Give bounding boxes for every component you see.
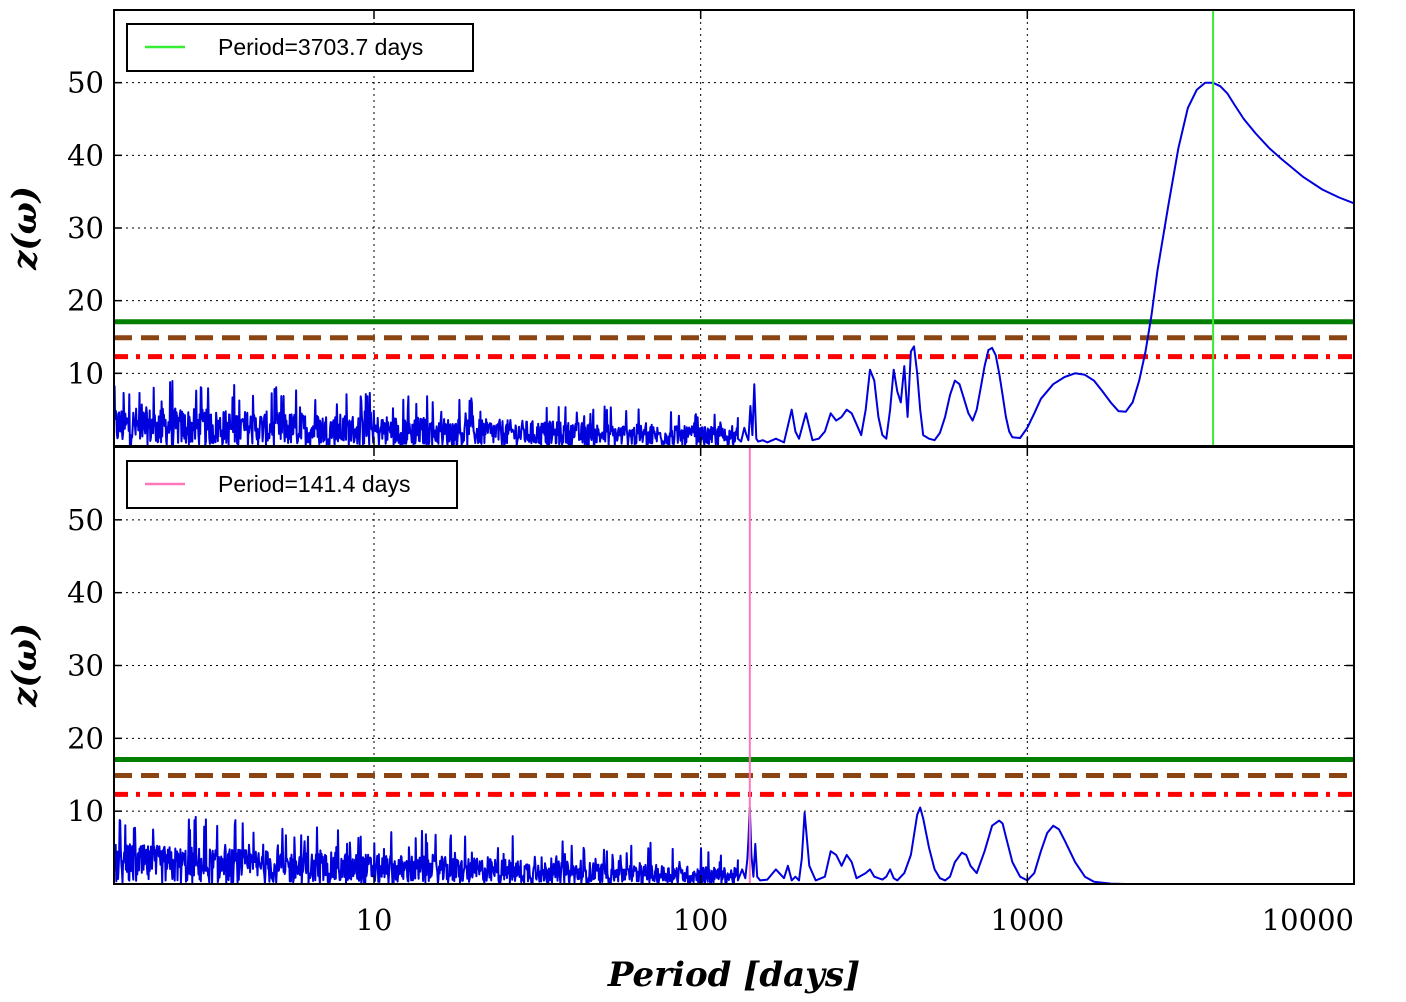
x-tick-label: 10 [356,903,393,937]
y-tick-label: 50 [67,503,104,537]
y-tick-label: 30 [67,649,104,683]
periodogram-line [113,81,1355,447]
y-tick-label: 10 [67,794,104,828]
top-legend-label: Period=3703.7 days [218,34,423,60]
y-tick-label: 10 [67,356,104,390]
periodogram-line [113,806,1354,885]
y-tick-label: 30 [67,211,104,245]
bottom-legend: Period=141.4 days [126,460,458,509]
x-tick-label: 10000 [1262,903,1354,937]
bottom-thresholds [114,756,1354,797]
top-series [113,81,1355,447]
y-tick-label: 20 [67,721,104,755]
top-y-axis-label: z(ω) [5,186,45,271]
bottom-grid [114,447,1354,884]
top-panel: 10 20 30 40 50 Period=3703.7 days z(ω) [5,9,1355,447]
bottom-series [113,806,1354,885]
bottom-panel: 10 20 30 40 50 10 100 1000 10000 Period=141.4 d… [5,446,1355,995]
x-tick-label: 100 [673,903,728,937]
top-y-ticks: 10 20 30 40 50 [67,10,1354,446]
bottom-y-axis-label: z(ω) [5,623,45,708]
bottom-legend-label: Period=141.4 days [218,471,410,497]
bottom-y-ticks: 10 20 30 40 50 [67,447,1354,884]
y-tick-label: 20 [67,284,104,318]
bottom-x-ticks: 10 100 1000 10000 [356,903,1354,937]
y-tick-label: 40 [67,576,104,610]
x-tick-label: 1000 [990,903,1064,937]
x-axis-label: Period [days] [607,955,860,995]
top-grid [114,10,1354,446]
top-legend: Period=3703.7 days [126,23,474,72]
y-tick-label: 50 [67,66,104,100]
y-tick-label: 40 [67,138,104,172]
